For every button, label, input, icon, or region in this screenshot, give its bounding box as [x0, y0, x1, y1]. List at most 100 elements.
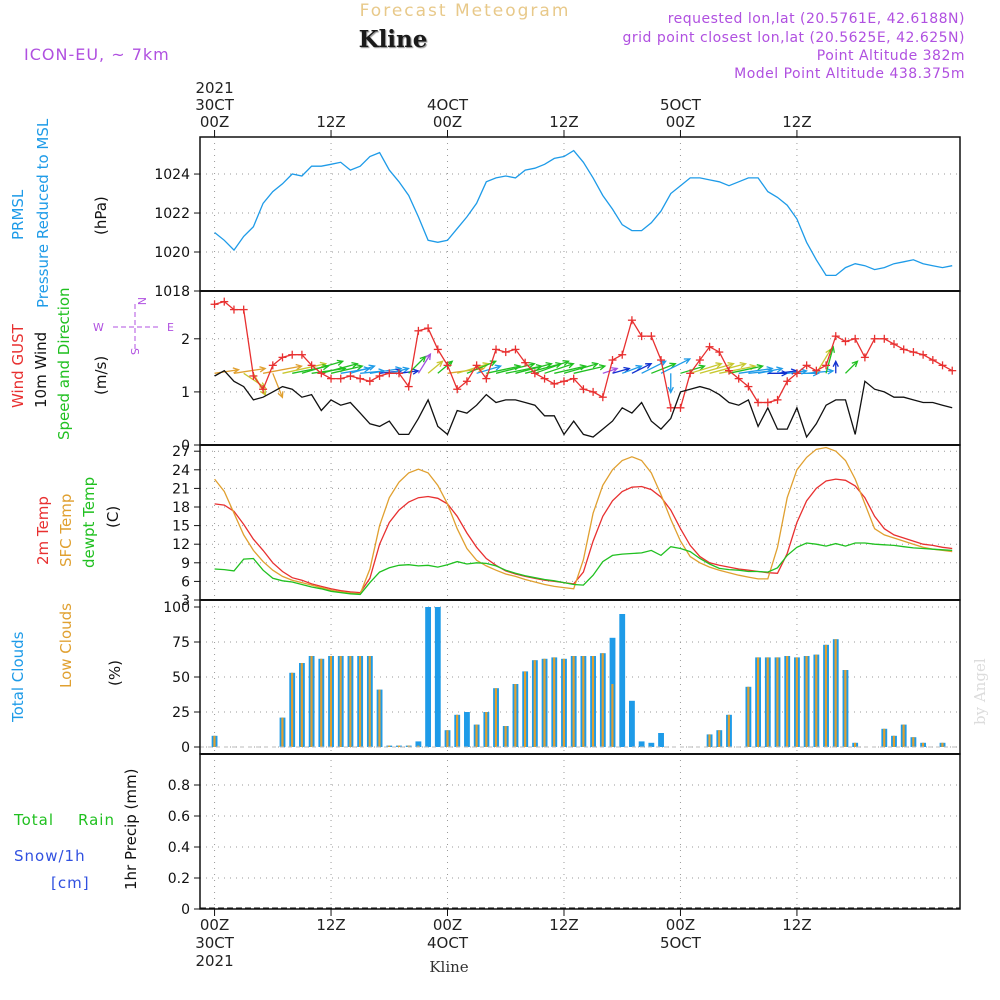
gust-marker — [899, 345, 908, 354]
wind-arrow — [563, 362, 600, 374]
bar-low-clouds — [329, 656, 333, 747]
compass-east: E — [167, 321, 174, 334]
precip-label-cm: [cm] — [51, 874, 90, 892]
bar-low-clouds — [514, 684, 517, 747]
gust-marker — [462, 377, 471, 386]
gust-marker — [666, 403, 675, 412]
wind-arrow — [845, 360, 859, 374]
time-label-bottom: 12Z — [782, 916, 811, 934]
wind-arrow — [806, 368, 835, 375]
wind-arrow — [573, 364, 607, 374]
bar-low-clouds — [756, 657, 760, 747]
gust-marker — [948, 366, 957, 375]
gust-marker — [307, 361, 316, 370]
precip-label-rain: Rain — [78, 811, 115, 829]
gust-marker — [336, 374, 345, 383]
gust-marker — [220, 297, 229, 306]
y-tick-label: 1 — [181, 385, 190, 401]
wind-arrow — [757, 366, 784, 374]
gust-marker — [627, 316, 636, 325]
gust-marker — [880, 334, 889, 343]
gust-marker — [268, 361, 277, 370]
wind-arrow — [321, 361, 359, 374]
gust-marker — [492, 345, 501, 354]
gust-marker — [521, 358, 530, 367]
gust-marker — [715, 348, 724, 357]
y-tick-label: 0 — [181, 902, 190, 918]
bar-low-clouds — [747, 686, 750, 747]
panel-1: 0 1 2 — [181, 290, 961, 454]
gust-marker — [530, 369, 539, 378]
bar-low-clouds — [485, 712, 488, 747]
gust-marker — [608, 356, 617, 365]
gust-marker — [841, 337, 850, 346]
bar-low-clouds — [456, 714, 459, 747]
cloud-label-total: Total Clouds — [9, 631, 27, 723]
panels: 1018102010221024012369121518212427025507… — [154, 130, 961, 918]
bar-low-clouds — [494, 688, 498, 747]
wind-panel-labels: Wind GUST 10m Wind Speed and Direction (… — [9, 287, 174, 440]
temp-unit: (C) — [104, 506, 122, 528]
bar-total-clouds — [648, 742, 655, 747]
wind-arrow — [667, 373, 674, 395]
gust-marker — [744, 382, 753, 391]
gust-marker — [860, 353, 869, 362]
panel-frame — [199, 753, 961, 910]
precip-label-total: Total — [13, 811, 54, 829]
pressure-panel-labels: PRMSL Pressure Reduced to MSL (hPa) — [9, 118, 110, 308]
gust-marker — [550, 379, 559, 388]
y-tick-label: 3 — [181, 593, 190, 609]
bar-low-clouds — [475, 724, 478, 747]
series-line-dewpt-temp — [214, 542, 953, 596]
bar-low-clouds — [892, 735, 895, 747]
y-tick-label: 12 — [172, 537, 190, 553]
y-tick-label: 1024 — [154, 167, 190, 183]
y-tick-label: 2 — [181, 332, 190, 348]
model-label: ICON-EU, ~ 7km — [24, 45, 170, 64]
gust-marker — [676, 403, 685, 412]
bar-total-clouds — [434, 607, 441, 747]
wind-arrow — [832, 359, 839, 374]
time-label-top: 5OCT — [660, 96, 702, 114]
bar-total-clouds — [658, 733, 664, 747]
bar-low-clouds — [446, 730, 449, 747]
wind-arrow — [534, 360, 570, 374]
pressure-label-desc: Pressure Reduced to MSL — [34, 118, 52, 308]
y-tick-label: 6 — [181, 574, 190, 590]
precip-unit: 1hr Precip (mm) — [122, 769, 140, 890]
gust-marker — [734, 374, 743, 383]
bar-low-clouds — [582, 656, 585, 747]
wind-arrow — [544, 362, 575, 374]
time-label-top: 2021 — [195, 79, 233, 97]
bar-low-clouds — [310, 656, 313, 747]
gust-marker — [433, 345, 442, 354]
watermark: by Angel — [971, 658, 989, 725]
bar-low-clouds — [766, 657, 769, 747]
compass-south: S — [128, 348, 141, 355]
gust-marker — [618, 350, 627, 359]
gust-marker — [589, 387, 598, 396]
gust-marker — [346, 371, 355, 380]
gust-marker — [443, 361, 452, 370]
cloud-panel-labels: Total Clouds Low Clouds (%) — [9, 603, 124, 723]
bar-low-clouds — [854, 742, 857, 747]
wind-arrow — [233, 366, 267, 374]
bar-low-clouds — [611, 684, 614, 747]
gust-marker — [278, 353, 287, 362]
chart-title: Forecast Meteogram — [360, 1, 571, 21]
y-tick-label: 18 — [172, 500, 190, 516]
gust-marker — [724, 366, 733, 375]
y-tick-label: 27 — [172, 444, 190, 460]
gust-marker — [822, 361, 831, 370]
gust-marker — [647, 332, 656, 341]
wind-arrow — [621, 364, 643, 374]
panel-0: 1018 1020 1022 1024 — [154, 136, 961, 300]
time-label-bottom: 00Z — [666, 916, 695, 934]
gust-marker — [424, 324, 433, 333]
bar-low-clouds — [388, 745, 391, 747]
gust-marker — [754, 398, 763, 407]
wind-arrow — [301, 359, 345, 374]
gust-marker — [317, 369, 326, 378]
time-label-top: 12Z — [782, 113, 811, 131]
point-altitude: Point Altitude 382m — [817, 48, 965, 64]
